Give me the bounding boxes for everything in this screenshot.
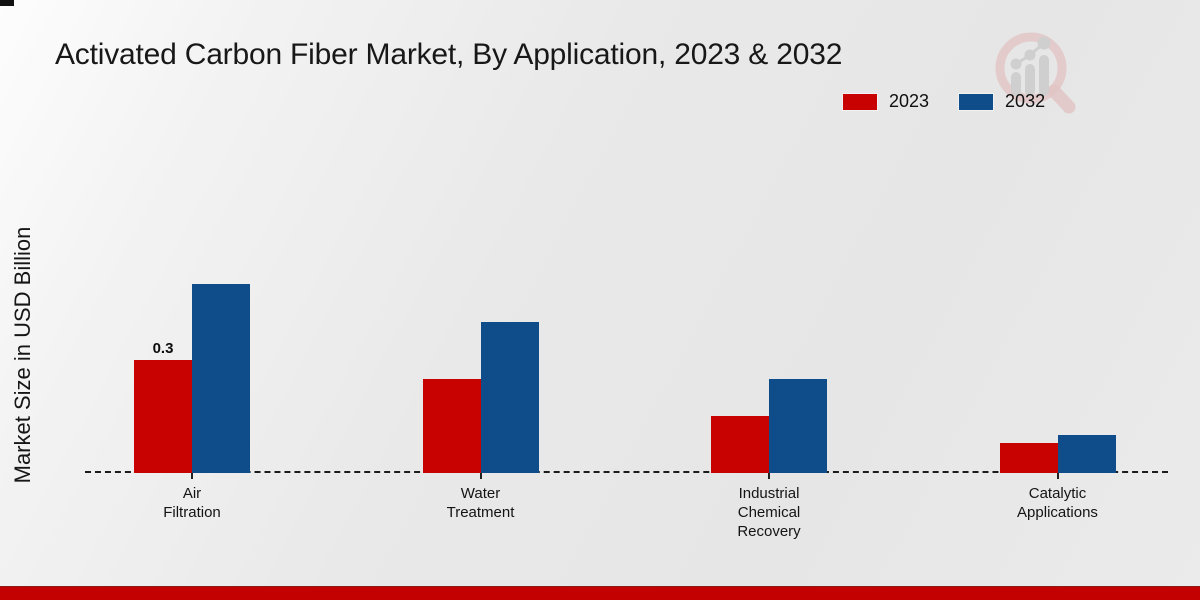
- legend-swatch-2032: [958, 92, 995, 111]
- category-label-industrial-chemical-recovery: Industrial Chemical Recovery: [737, 485, 801, 541]
- y-axis-label: Market Size in USD Billion: [10, 226, 35, 484]
- chart-title: Activated Carbon Fiber Market, By Applic…: [55, 38, 843, 71]
- legend-label-2032: 2032: [1005, 91, 1046, 111]
- footer-red-strip: [0, 586, 1200, 600]
- corner-mark: [0, 0, 14, 6]
- legend: 2023 2032: [842, 91, 1046, 112]
- bar-2032-industrial-chemical-recovery: [769, 379, 827, 473]
- magnifier-chart-logo-icon: [995, 32, 1076, 114]
- x-axis-tick: [768, 473, 770, 479]
- bar-2032-catalytic-applications: [1057, 435, 1116, 473]
- x-axis-baseline: [85, 471, 1168, 473]
- legend-swatch-2023: [842, 92, 878, 111]
- bar-2032-water-treatment: [480, 322, 539, 473]
- bar-value-label: 0.3: [152, 340, 174, 357]
- x-axis-tick: [479, 473, 482, 479]
- bar-2032-air-filtration: [192, 284, 250, 473]
- bar-2023-catalytic-applications: [999, 443, 1058, 473]
- legend-item-2023: 2023: [842, 91, 930, 112]
- category-label-catalytic-applications: Catalytic Applications: [1017, 485, 1098, 522]
- bar-2023-water-treatment: [422, 379, 481, 473]
- x-axis-tick: [1056, 473, 1059, 479]
- legend-label-2023: 2023: [889, 91, 930, 111]
- category-label-air-filtration: Air Filtration: [163, 485, 221, 522]
- legend-item-2032: 2032: [958, 91, 1046, 112]
- bar-2023-air-filtration: [134, 360, 192, 473]
- bar-2023-industrial-chemical-recovery: [711, 416, 769, 473]
- category-label-water-treatment: Water Treatment: [446, 485, 515, 522]
- x-axis-tick: [191, 473, 193, 479]
